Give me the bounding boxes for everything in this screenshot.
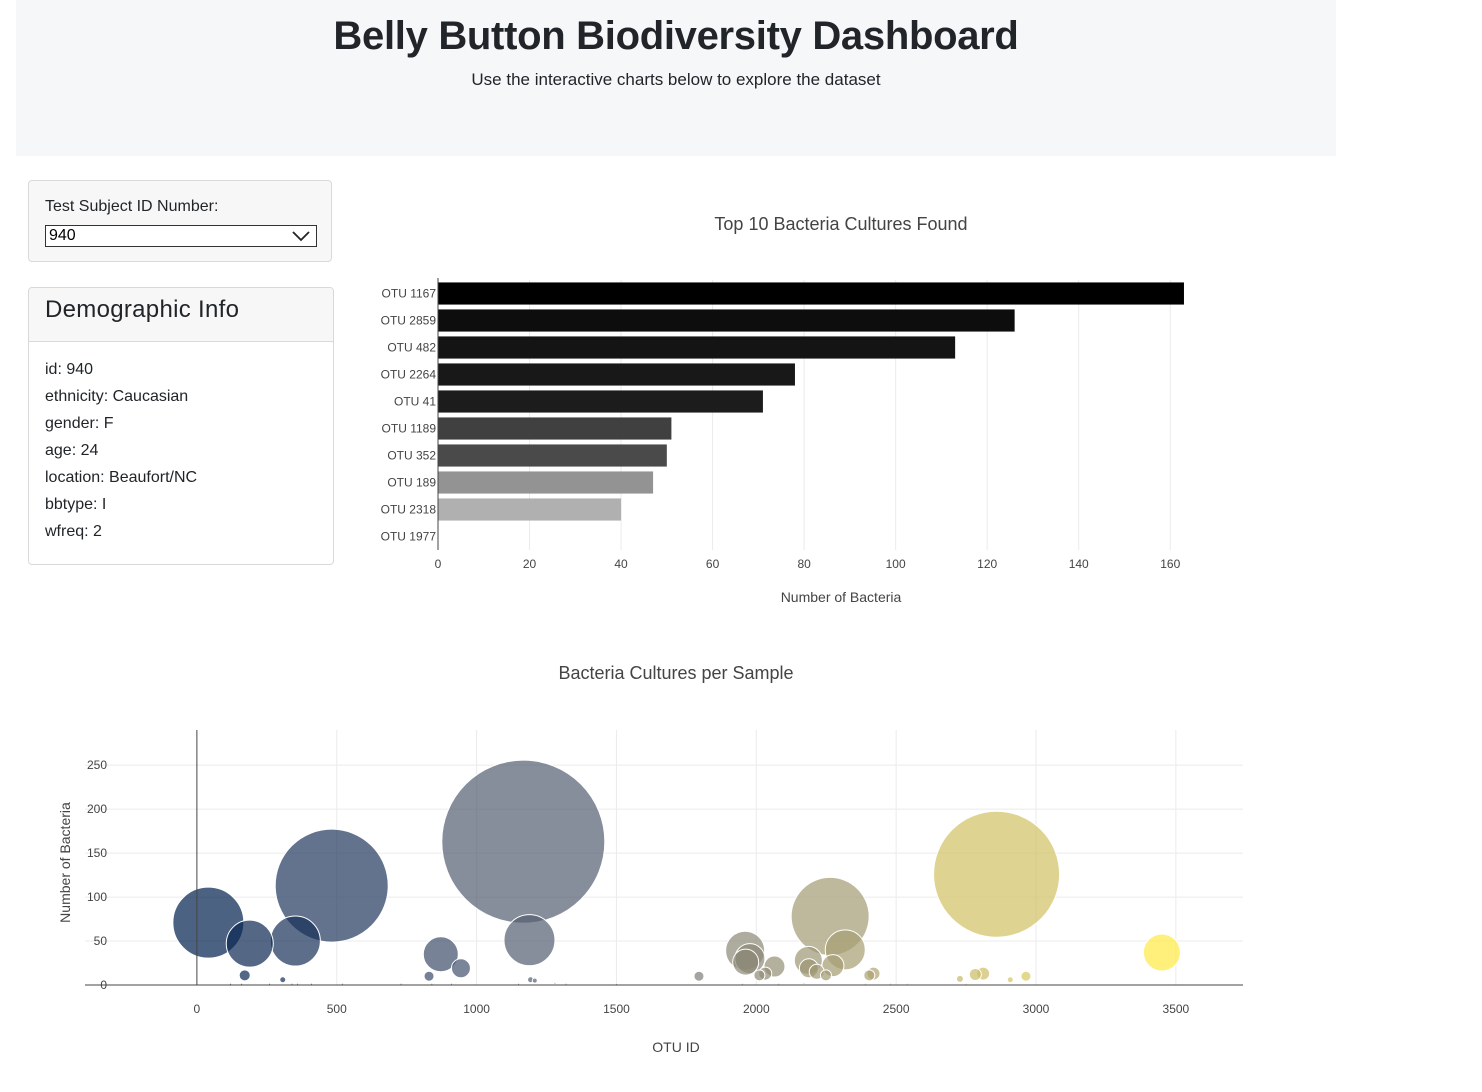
header-jumbotron: Belly Button Biodiversity Dashboard Use … [16, 0, 1336, 156]
bubble-point [531, 977, 538, 984]
bubble-y-tick-label: 150 [87, 846, 107, 860]
bubble-point [1142, 933, 1181, 972]
demographic-info-title: Demographic Info [45, 296, 240, 323]
bar-x-tick-label: 160 [1160, 557, 1180, 571]
bubble-point [274, 828, 389, 943]
bubble-x-tick-label: 2500 [883, 1002, 910, 1016]
bubble-point [553, 981, 557, 985]
bubble-point [955, 974, 964, 983]
bar-x-tick-label: 0 [435, 557, 442, 571]
demo-row-bbtype: bbtype: I [45, 496, 107, 513]
bubble-point [732, 948, 760, 976]
bubble-x-tick-label: 3000 [1023, 1002, 1050, 1016]
bubble-point [441, 759, 606, 924]
bubble-y-axis-title: Number of Bacteria [57, 802, 73, 923]
demographic-info-header: Demographic Info [29, 288, 333, 342]
bubble-point [503, 914, 556, 967]
bar-y-tick-label: OTU 1977 [381, 530, 437, 544]
demo-row-ethnicity: ethnicity: Caucasian [45, 388, 189, 405]
demo-row-wfreq: wfreq: 2 [45, 523, 102, 540]
bubble-point [802, 981, 806, 985]
bubble-point [238, 969, 251, 982]
bar [438, 363, 795, 386]
bar [438, 417, 672, 440]
bubble-chart: Bacteria Cultures per Sample 0 500 1000 1500… [57, 663, 1243, 1055]
bar-y-tick-label: OTU 1189 [382, 422, 437, 436]
bubble-y-tick-label: 250 [87, 758, 107, 772]
bubble-x-tick-label: 0 [194, 1002, 201, 1016]
bubble-point [968, 967, 982, 981]
bar-chart-title: Top 10 Bacteria Cultures Found [714, 214, 967, 234]
demographic-info-card: Demographic Info id: 940 ethnicity: Cauc… [28, 287, 334, 565]
bar-x-tick-label: 80 [797, 557, 811, 571]
bar-x-tick-label: 60 [706, 557, 720, 571]
bubble-y-tick-label: 200 [87, 802, 107, 816]
bubble-point [279, 976, 287, 984]
demo-row-age: age: 24 [45, 442, 99, 459]
bubble-y-tick-label: 100 [87, 890, 107, 904]
page-subtitle: Use the interactive charts below to expl… [471, 70, 881, 89]
bar-y-tick-label: OTU 41 [394, 395, 436, 409]
bubble-x-tick-label: 1000 [463, 1002, 490, 1016]
subject-id-value: 940 [49, 227, 76, 244]
demographic-info-body: id: 940 ethnicity: Caucasian gender: F a… [29, 342, 333, 545]
page-title: Belly Button Biodiversity Dashboard [333, 14, 1019, 58]
bubble-point [450, 958, 471, 979]
bubble-x-tick-label: 2000 [743, 1002, 770, 1016]
bar-y-tick-label: OTU 2264 [381, 368, 437, 382]
bar [438, 471, 654, 494]
bar-y-tick-label: OTU 189 [387, 476, 436, 490]
bubble-point [1020, 970, 1032, 982]
bar [438, 282, 1184, 305]
bar-x-axis-title: Number of Bacteria [781, 589, 902, 605]
bubble-y-tick-label: 50 [94, 934, 108, 948]
bubble-point [269, 915, 321, 967]
top10-bar-chart: Top 10 Bacteria Cultures Found 0 20 40 60 80 1… [381, 214, 1184, 605]
bubble-x-axis-title: OTU ID [652, 1039, 699, 1055]
bubble-point [753, 969, 766, 982]
subject-selector-label: Test Subject ID Number: [45, 198, 219, 215]
bar-x-tick-label: 120 [977, 557, 997, 571]
bar-x-tick-label: 140 [1069, 557, 1089, 571]
bar [438, 390, 763, 413]
bubble-x-tick-label: 500 [327, 1002, 347, 1016]
bar [438, 336, 956, 359]
bubble-point [1006, 976, 1014, 984]
bubble-x-tick-label: 3500 [1163, 1002, 1190, 1016]
bar-y-tick-label: OTU 352 [387, 449, 436, 463]
subject-id-select[interactable]: 940 [45, 225, 317, 247]
bar [438, 444, 667, 467]
bubble-point [933, 810, 1061, 938]
chevron-down-icon [292, 231, 310, 242]
bar-x-tick-label: 40 [614, 557, 628, 571]
bar [438, 498, 622, 521]
bubble-point [693, 970, 705, 982]
bar-x-tick-label: 20 [523, 557, 537, 571]
subject-selector-card: Test Subject ID Number: 940 [28, 180, 332, 262]
bar-y-tick-label: OTU 2859 [381, 314, 437, 328]
demo-row-location: location: Beaufort/NC [45, 469, 198, 486]
demo-row-gender: gender: F [45, 415, 114, 432]
bar [438, 309, 1015, 332]
demo-row-id: id: 940 [45, 361, 94, 378]
bubble-point [422, 936, 459, 973]
bubble-point [863, 969, 876, 982]
bubble-x-tick-label: 1500 [603, 1002, 630, 1016]
bar-y-tick-label: OTU 1167 [382, 287, 437, 301]
bubble-point [819, 969, 832, 982]
bubble-point [225, 919, 274, 968]
bubble-chart-title: Bacteria Cultures per Sample [558, 663, 793, 683]
bar-y-tick-label: OTU 2318 [381, 503, 437, 517]
bar-x-tick-label: 100 [886, 557, 906, 571]
bar-y-tick-label: OTU 482 [387, 341, 436, 355]
bubble-point [423, 970, 435, 982]
